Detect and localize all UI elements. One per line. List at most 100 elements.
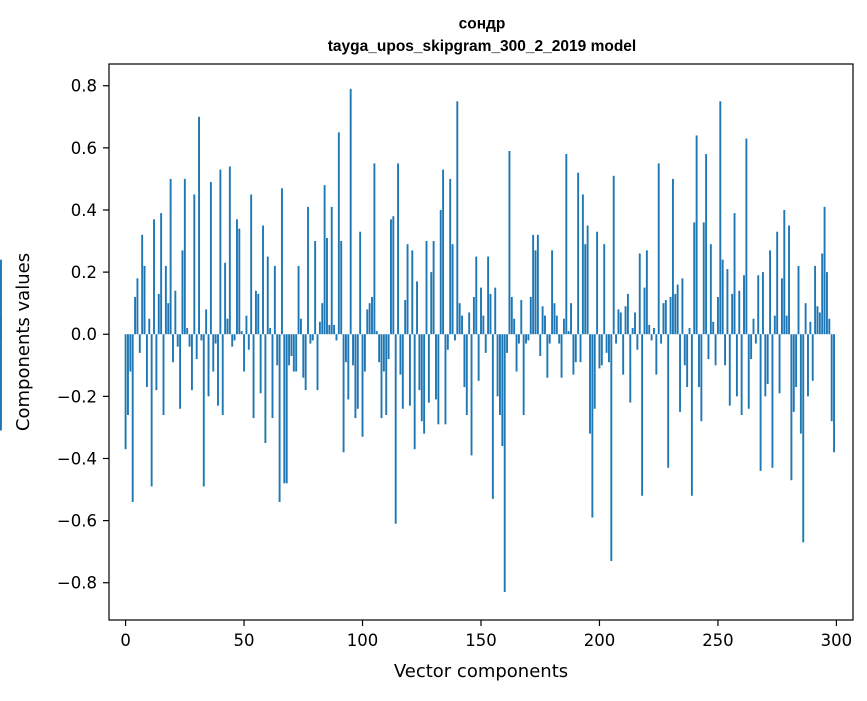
bar-261 [743,275,745,335]
bar-233 [676,284,679,335]
bar-190 [574,334,577,363]
bar-42 [224,262,227,335]
bar-204 [608,334,610,363]
y-tick-label-0: −0.8 [57,574,97,593]
bar-99 [359,231,362,335]
bar-177 [544,315,546,335]
bar-117 [401,334,404,409]
bar-188 [570,303,572,335]
bar-169 [525,334,527,344]
bar-221 [648,324,651,335]
bar-228 [664,300,667,335]
bar-76 [304,334,307,391]
bar-198 [593,334,596,409]
bar-218 [641,334,644,496]
bar-250 [716,296,719,335]
bar-192 [579,334,582,363]
y-axis-ticks: −0.8 −0.6 −0.4 −0.2 0.0 0.2 0.4 0.6 0.8 [57,77,109,593]
bar-142 [461,315,463,335]
bar-41 [221,334,224,415]
bar-0 [124,334,127,450]
bar-139 [453,334,456,341]
bar-21 [174,290,177,335]
bar-146 [470,334,473,456]
bar-145 [468,312,471,335]
bar-80 [314,241,317,335]
bar-54 [252,334,255,419]
bar-105 [373,163,376,335]
bar-267 [757,275,760,335]
bar-159 [501,334,504,447]
bar-31 [198,116,200,335]
bar-187 [567,331,570,335]
bar-78 [309,334,312,344]
bar-268 [759,334,762,471]
bar-186 [565,154,568,335]
bar-286 [802,334,805,543]
bar-106 [375,331,378,335]
bar-272 [769,250,772,335]
bar-299 [833,334,835,453]
bar-293 [818,312,821,335]
plot-frame [108,63,854,621]
bar-211 [624,306,627,335]
bar-16 [162,334,165,415]
bar-248 [712,321,715,335]
bar-124 [418,334,421,391]
y-tick-label-8: 0.8 [71,77,97,96]
bar-199 [596,231,599,335]
bar-120 [408,334,411,406]
bar-171 [529,296,532,335]
bar-245 [705,154,708,335]
bar-46 [233,334,236,341]
bar-18 [167,303,170,335]
bar-40 [219,169,222,335]
bar-257 [733,213,736,335]
bar-213 [629,334,632,403]
bar-246 [707,334,710,360]
bar-229 [667,334,670,468]
bar-184 [560,334,563,378]
bar-265 [752,318,755,335]
chart-title-line-1: сондр [459,16,506,33]
bar-262 [745,138,748,335]
bar-282 [792,334,795,412]
bar-58 [262,225,264,335]
bar-158 [499,334,501,415]
bar-27 [188,334,191,347]
bar-26 [186,328,189,335]
bar-45 [231,334,234,347]
bar-134 [442,169,445,335]
bar-147 [472,296,475,335]
bar-150 [480,287,482,335]
bar-216 [636,334,639,350]
bar-181 [553,303,556,335]
bar-203 [605,334,608,353]
bar-87 [330,206,333,335]
bar-297 [828,318,831,335]
bar-68 [285,334,288,484]
bar-174 [536,234,539,335]
bar-157 [496,334,499,397]
bar-144 [465,334,468,415]
bar-70 [290,334,293,356]
bar-64 [276,334,279,366]
bar-175 [539,334,542,356]
bar-253 [724,334,726,366]
y-tick-label-3: −0.2 [57,387,97,406]
bar-222 [650,334,653,341]
bar-180 [551,250,554,335]
y-axis-label: Components values [13,253,34,431]
bar-255 [728,334,731,406]
bar-28 [190,334,193,391]
bar-225 [657,163,660,335]
bar-264 [750,334,753,360]
bar-160 [503,334,506,593]
bar-19 [169,178,172,335]
bar-167 [520,300,523,335]
bar-33 [202,334,205,487]
bar-91 [340,241,343,335]
bar-239 [690,334,693,496]
bar-95 [349,88,352,335]
bar-207 [615,334,618,344]
